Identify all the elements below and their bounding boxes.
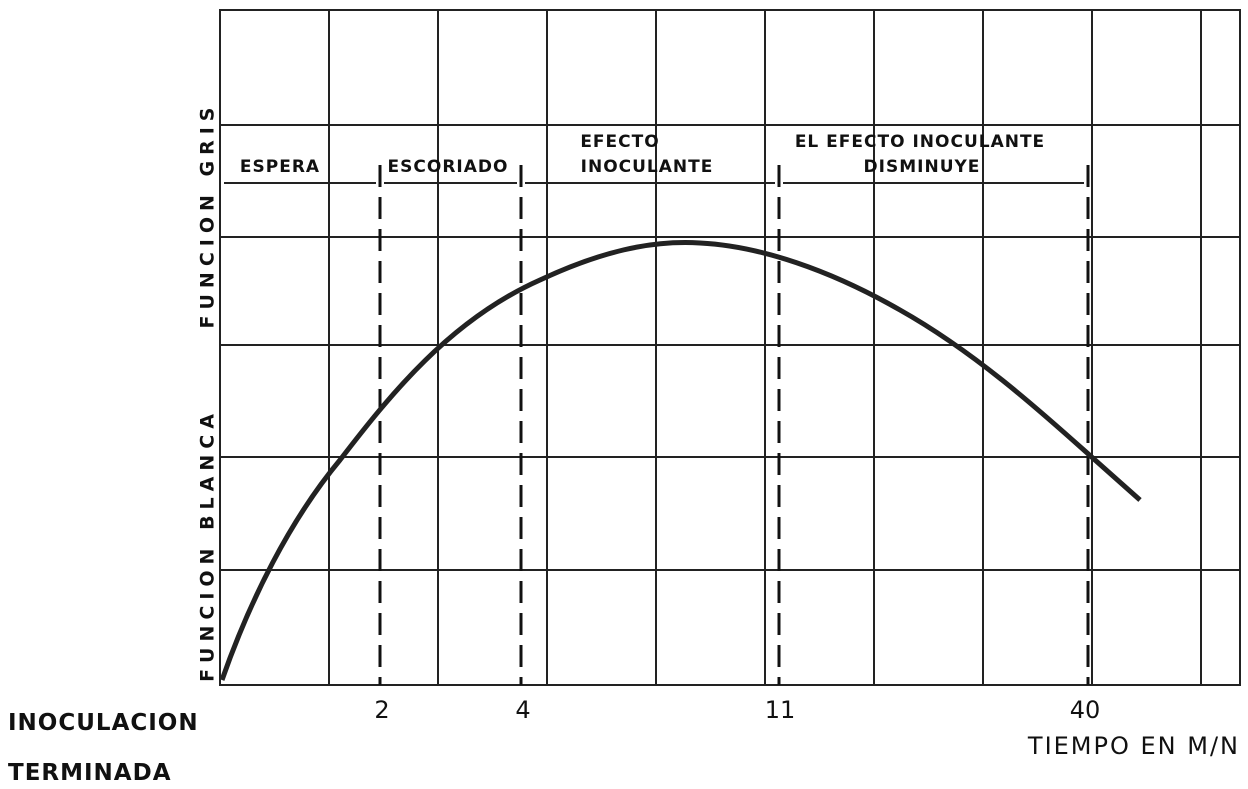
curve [219, 240, 1142, 681]
phase-label: ESCORIADO [388, 157, 509, 177]
x-label: 4 [515, 696, 530, 724]
phase-label: DISMINUYE [864, 157, 981, 177]
y-label: FUNCION BLANCA [197, 408, 219, 682]
x-label: 2 [374, 696, 389, 724]
phase-dividers [378, 165, 1090, 685]
phase-label: EL EFECTO INOCULANTE [795, 132, 1045, 152]
grid [219, 9, 1241, 686]
y-label: FUNCION GRIS [197, 102, 219, 329]
x-label: 40 [1070, 696, 1101, 724]
x-axis-title: TIEMPO EN M/N [1027, 732, 1240, 760]
frame [219, 9, 1241, 686]
phase-label: INOCULANTE [581, 157, 714, 177]
start-label: INOCULACION [8, 710, 199, 736]
phase-label: ESPERA [240, 157, 320, 177]
x-label: 11 [765, 696, 796, 724]
start-label: TERMINADA [8, 760, 172, 785]
phase-label: EFECTO [580, 132, 659, 152]
